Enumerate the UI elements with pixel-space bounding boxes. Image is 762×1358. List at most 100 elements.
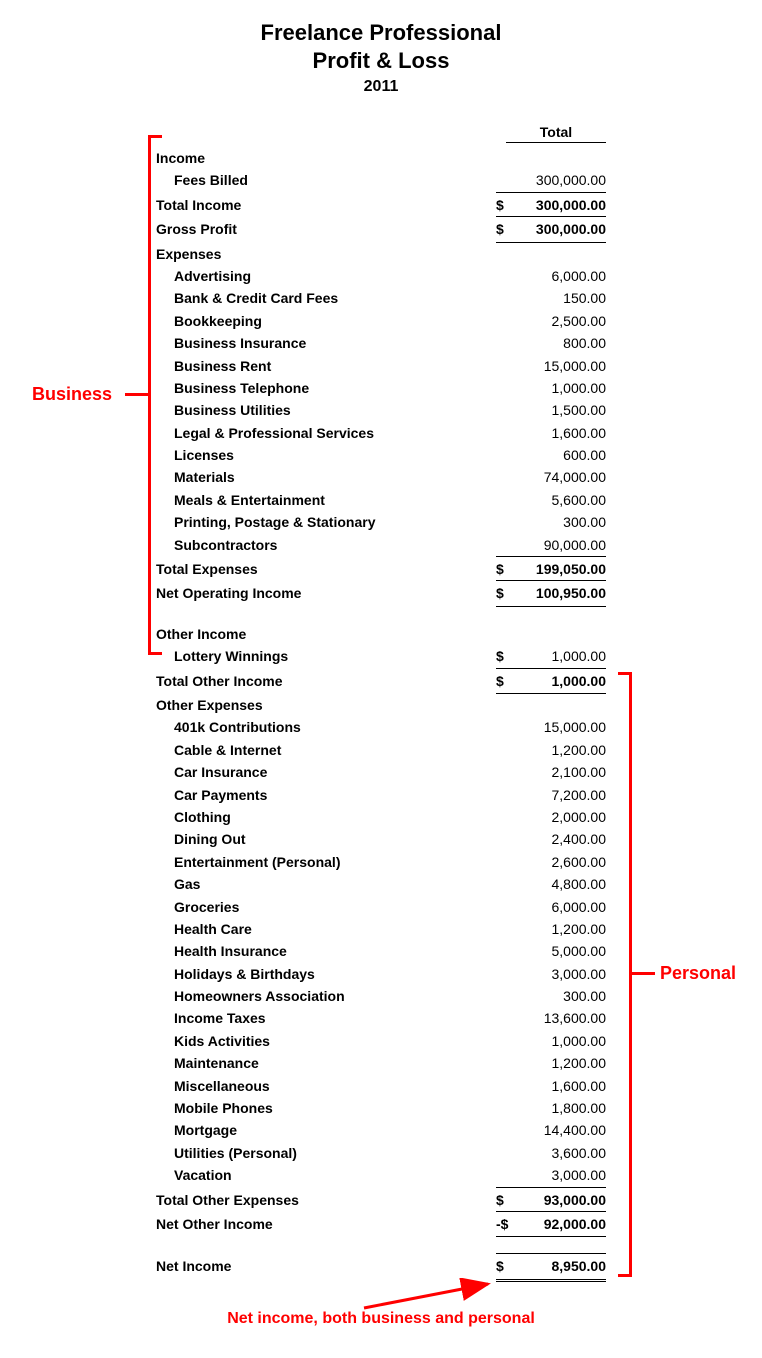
currency-symbol: -$ bbox=[496, 1211, 514, 1237]
net-operating-label: Net Operating Income bbox=[156, 582, 496, 604]
line-item-label: Groceries bbox=[156, 896, 496, 918]
line-item-amount: 800.00 bbox=[514, 332, 606, 354]
statement-table: Total Income Fees Billed 300,000.00 Total… bbox=[156, 124, 606, 1282]
line-item: Gas4,800.00 bbox=[156, 873, 606, 895]
currency-symbol: $ bbox=[496, 580, 514, 606]
line-item-label: Holidays & Birthdays bbox=[156, 963, 496, 985]
line-item: Maintenance1,200.00 bbox=[156, 1052, 606, 1074]
line-item-amount: 5,000.00 bbox=[514, 940, 606, 962]
net-income-label: Net Income bbox=[156, 1255, 496, 1277]
line-item-label: Vacation bbox=[156, 1164, 496, 1186]
total-expenses-label: Total Expenses bbox=[156, 558, 496, 580]
net-operating-amount: 100,950.00 bbox=[514, 580, 606, 606]
line-item: Bookkeeping2,500.00 bbox=[156, 310, 606, 332]
line-item-label: Materials bbox=[156, 466, 496, 488]
currency-symbol: $ bbox=[496, 645, 514, 667]
line-item-amount: 15,000.00 bbox=[514, 355, 606, 377]
line-item-amount: 6,000.00 bbox=[514, 896, 606, 918]
line-item: Groceries 6,000.00 bbox=[156, 896, 606, 918]
line-item: Lottery Winnings$1,000.00 bbox=[156, 645, 606, 667]
line-item-label: Business Rent bbox=[156, 355, 496, 377]
line-item-label: Legal & Professional Services bbox=[156, 422, 496, 444]
line-item-amount: 7,200.00 bbox=[514, 784, 606, 806]
line-item-label: Entertainment (Personal) bbox=[156, 851, 496, 873]
line-item: Holidays & Birthdays 3,000.00 bbox=[156, 963, 606, 985]
line-item-amount: 2,600.00 bbox=[514, 851, 606, 873]
line-item-amount: 14,400.00 bbox=[514, 1119, 606, 1141]
personal-label: Personal bbox=[660, 963, 736, 984]
line-item-amount: 5,600.00 bbox=[514, 489, 606, 511]
total-income-label: Total Income bbox=[156, 194, 496, 216]
line-item: Business Utilities1,500.00 bbox=[156, 399, 606, 421]
line-item-label: Health Care bbox=[156, 918, 496, 940]
line-item-amount: 13,600.00 bbox=[514, 1007, 606, 1029]
line-item-amount: 1,600.00 bbox=[514, 1075, 606, 1097]
line-item: Miscellaneous1,600.00 bbox=[156, 1075, 606, 1097]
line-item: Car Payments 7,200.00 bbox=[156, 784, 606, 806]
total-other-expenses-label: Total Other Expenses bbox=[156, 1189, 496, 1211]
line-item-amount: 1,200.00 bbox=[514, 1052, 606, 1074]
line-item-label: Business Telephone bbox=[156, 377, 496, 399]
line-item-amount: 3,000.00 bbox=[514, 1164, 606, 1186]
net-other-income-label: Net Other Income bbox=[156, 1213, 496, 1235]
line-item-amount: 2,500.00 bbox=[514, 310, 606, 332]
personal-connector bbox=[632, 972, 655, 975]
line-item-amount: 2,100.00 bbox=[514, 761, 606, 783]
line-item-label: Dining Out bbox=[156, 828, 496, 850]
line-item-amount: 74,000.00 bbox=[514, 466, 606, 488]
line-item-label: Mortgage bbox=[156, 1119, 496, 1141]
line-item: Subcontractors90,000.00 bbox=[156, 534, 606, 556]
other-income-header: Other Income bbox=[156, 623, 606, 645]
line-item-label: Cable & Internet bbox=[156, 739, 496, 761]
net-income-amount: 8,950.00 bbox=[514, 1253, 606, 1281]
personal-section: Other Income Lottery Winnings$1,000.00 T… bbox=[156, 623, 606, 1282]
annotation-caption: Net income, both business and personal bbox=[0, 1310, 762, 1328]
line-item: Business Telephone 1,000.00 bbox=[156, 377, 606, 399]
currency-symbol: $ bbox=[496, 1187, 514, 1211]
total-column-header: Total bbox=[506, 124, 606, 143]
report-title: Freelance Professional bbox=[0, 20, 762, 46]
currency-symbol: $ bbox=[496, 556, 514, 580]
line-item: Advertising6,000.00 bbox=[156, 265, 606, 287]
line-item-amount: 3,600.00 bbox=[514, 1142, 606, 1164]
line-item-amount: 1,000.00 bbox=[514, 645, 606, 667]
gross-profit-amount: 300,000.00 bbox=[514, 216, 606, 242]
line-item: Clothing2,000.00 bbox=[156, 806, 606, 828]
line-item-amount: 3,000.00 bbox=[514, 963, 606, 985]
currency-symbol: $ bbox=[496, 668, 514, 694]
line-item-label: Health Insurance bbox=[156, 940, 496, 962]
gross-profit-label: Gross Profit bbox=[156, 218, 496, 240]
line-item-label: Advertising bbox=[156, 265, 496, 287]
report-subtitle: Profit & Loss bbox=[0, 48, 762, 74]
line-item: Cable & Internet 1,200.00 bbox=[156, 739, 606, 761]
page: Freelance Professional Profit & Loss 201… bbox=[0, 0, 762, 1358]
total-income-amount: 300,000.00 bbox=[514, 192, 606, 216]
personal-bracket bbox=[618, 672, 632, 1277]
income-header: Income bbox=[156, 147, 606, 169]
line-item-amount: 1,200.00 bbox=[514, 918, 606, 940]
line-item-amount: 300.00 bbox=[514, 511, 606, 533]
line-item-amount: 1,500.00 bbox=[514, 399, 606, 421]
line-item-amount: 1,200.00 bbox=[514, 739, 606, 761]
line-item-label: Utilities (Personal) bbox=[156, 1142, 496, 1164]
line-item: Business Rent 15,000.00 bbox=[156, 355, 606, 377]
line-item-amount: 150.00 bbox=[514, 287, 606, 309]
line-item: Mobile Phones1,800.00 bbox=[156, 1097, 606, 1119]
line-item-amount: 2,400.00 bbox=[514, 828, 606, 850]
line-item: Dining Out 2,400.00 bbox=[156, 828, 606, 850]
line-item-amount: 600.00 bbox=[514, 444, 606, 466]
line-item-label: Car Insurance bbox=[156, 761, 496, 783]
line-item-label: Car Payments bbox=[156, 784, 496, 806]
line-item-amount: 1,000.00 bbox=[514, 377, 606, 399]
line-item-label: Homeowners Association bbox=[156, 985, 496, 1007]
line-item: Health Insurance 5,000.00 bbox=[156, 940, 606, 962]
line-item-amount: 300,000.00 bbox=[514, 169, 606, 191]
total-expenses-amount: 199,050.00 bbox=[514, 556, 606, 580]
line-item: Business Insurance800.00 bbox=[156, 332, 606, 354]
line-item: Health Care 1,200.00 bbox=[156, 918, 606, 940]
line-item-label: Fees Billed bbox=[156, 169, 496, 191]
line-item: Homeowners Association 300.00 bbox=[156, 985, 606, 1007]
line-item-label: Licenses bbox=[156, 444, 496, 466]
line-item-label: Income Taxes bbox=[156, 1007, 496, 1029]
line-item-amount: 300.00 bbox=[514, 985, 606, 1007]
